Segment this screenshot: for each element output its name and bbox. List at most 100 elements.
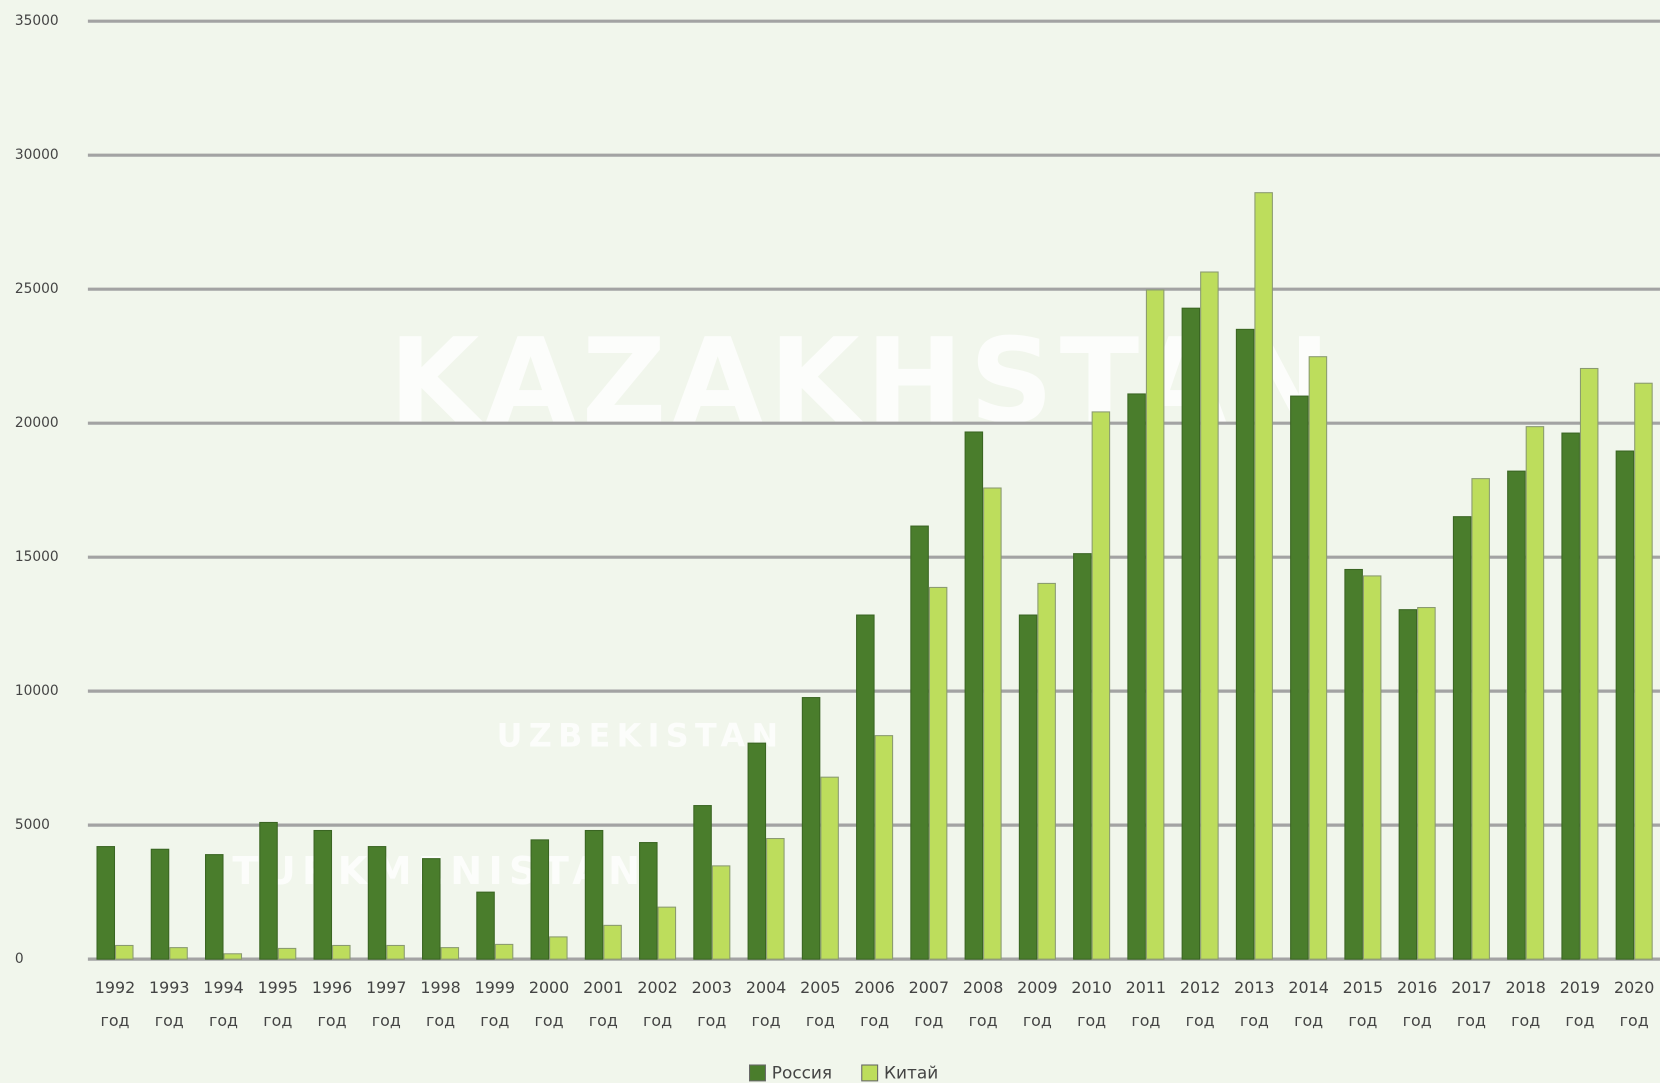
y-tick-label: 25000 [15,281,59,297]
x-tick-label: 2000 год [528,978,570,1031]
bar [639,842,658,960]
bar [1091,411,1111,960]
x-tick-label-box: 2013 год [1234,978,1274,1030]
x-tick-label-box: 2002 год [637,978,678,1031]
x-tick-label-box: 2010 год [1071,978,1112,1031]
bar [422,858,441,960]
bar [150,848,170,960]
x-tick-label: 2003 год [691,978,733,1031]
bar [1471,478,1490,960]
x-tick-label: 2015 год [1342,978,1384,1031]
bar [1181,307,1201,960]
bar [277,947,297,960]
x-tick-label-box: 2003 год [691,978,733,1031]
bar [928,586,948,960]
bar [1398,609,1418,960]
x-tick-label: 2001 год [583,978,624,1031]
x-tick-label: 2019 год [1559,978,1601,1031]
x-tick-label-box: 1999 год [474,978,516,1031]
x-tick-label: 1994 год [203,978,244,1031]
bar [657,906,677,960]
x-tick-label-box: 1992 год [94,978,136,1031]
bar [856,614,875,960]
legend-label: Россия [772,1062,832,1082]
bar [711,865,731,960]
x-tick-label: 2020 год [1613,978,1655,1031]
bar [874,735,894,960]
y-tick-label: 5000 [15,817,50,833]
x-tick-label: 2009 год [1017,978,1058,1031]
x-tick-label-box: 2007 год [909,978,949,1030]
x-tick-label-box: 2004 год [745,978,787,1031]
bar [801,697,821,960]
legend-swatch [861,1064,879,1082]
map-label: UZBEKISTAN [497,718,785,754]
bar [1018,614,1038,960]
x-tick-label-box: 1996 год [312,978,352,1030]
bar [1615,450,1635,960]
bar [1290,395,1309,960]
x-tick-label: 2004 год [745,978,787,1031]
bar [549,936,568,960]
x-tick-label: 2014 год [1288,978,1329,1031]
bar [820,776,839,960]
x-tick-label: 1998 год [420,978,461,1031]
x-tick-label: 2010 год [1071,978,1112,1031]
x-tick-label: 1992 год [94,978,136,1031]
bar [1200,271,1219,960]
bar [476,891,495,960]
bar [169,947,188,960]
x-tick-label-box: 2005 год [800,978,840,1030]
bar [603,924,622,960]
bar [494,943,514,960]
y-tick-label: 20000 [15,415,59,431]
x-tick-label: 1993 год [149,978,190,1031]
bar [1127,393,1146,960]
map-label: KAZAKHSTAN [389,314,1337,449]
x-tick-label: 2016 год [1396,978,1438,1031]
bar [1235,328,1255,960]
y-tick-label: 0 [15,951,24,967]
x-tick-label-box: 1997 год [366,978,406,1030]
bar [584,829,604,960]
x-tick-label-box: 2009 год [1017,978,1058,1031]
bar [964,431,984,960]
x-tick-label-box: 2015 год [1342,978,1384,1031]
x-tick-label-box: 2018 год [1505,978,1545,1030]
x-tick-label: 1995 год [257,978,298,1031]
bar [367,846,387,960]
bar [386,944,405,960]
x-tick-label: 1999 год [474,978,516,1031]
x-tick-label-box: 2000 год [528,978,570,1031]
x-tick-label-box: 2020 год [1613,978,1655,1031]
bar [1145,289,1165,960]
x-tick-label: 2002 год [637,978,678,1031]
bar [332,944,351,960]
bar [1561,432,1580,960]
x-tick-label-box: 2001 год [583,978,624,1031]
x-tick-label-box: 2011 год [1126,978,1166,1030]
y-tick-label: 35000 [15,13,59,29]
bar [313,829,333,960]
bar [1308,356,1328,960]
y-tick-label: 10000 [15,683,59,699]
bar [1507,470,1526,960]
bar [96,846,116,960]
bar [747,742,767,960]
bar [204,854,224,960]
x-tick-label-box: 2008 год [963,978,1003,1030]
bar [1452,516,1472,960]
bar [910,525,929,960]
x-tick-label-box: 1998 год [420,978,461,1031]
legend-swatch [749,1064,766,1082]
bar [440,947,460,960]
legend-label: Китай [884,1062,938,1082]
x-tick-label-box: 1993 год [149,978,190,1031]
y-tick-label: 15000 [15,549,59,565]
bar [1634,382,1653,960]
bar [1254,192,1273,960]
x-tick-label: 2017 год [1451,978,1492,1031]
bar [1525,426,1545,960]
x-tick-label-box: 1995 год [257,978,298,1031]
